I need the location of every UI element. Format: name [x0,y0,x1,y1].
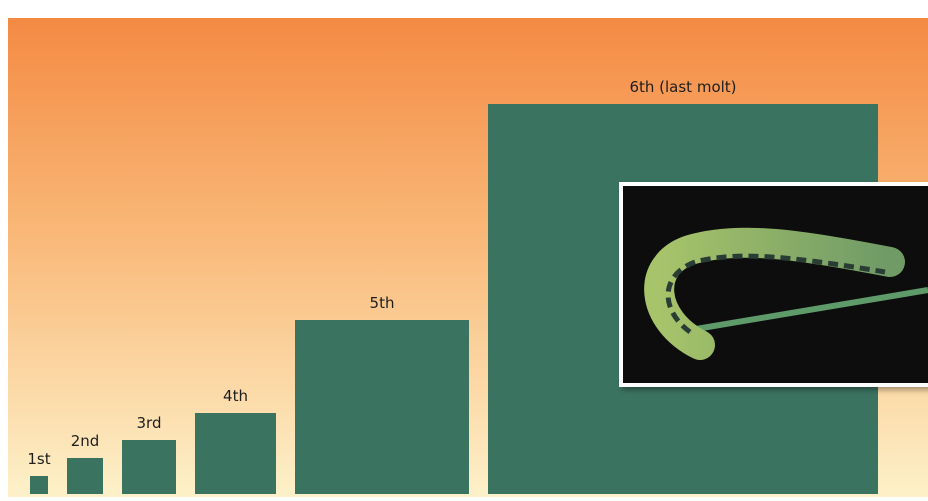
bar-label: 3rd [137,414,162,432]
bar-label: 2nd [71,432,100,450]
bar-label: 5th [370,294,395,312]
bar-label: 6th (last molt) [629,78,736,96]
bar-label: 4th [223,387,248,405]
bar [122,440,176,494]
bar [30,476,48,494]
larva-photo [619,182,928,387]
bar [295,320,469,494]
bar [67,458,103,494]
bar [195,413,276,494]
bar-label: 1st [27,450,50,468]
